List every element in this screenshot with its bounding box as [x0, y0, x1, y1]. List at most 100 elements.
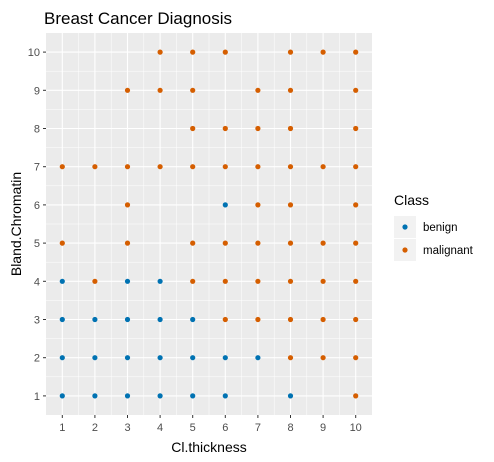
data-point-benign — [287, 393, 294, 399]
x-tick-label: 5 — [190, 422, 196, 434]
data-point-benign — [222, 202, 228, 208]
data-point-benign — [124, 393, 131, 399]
data-point-malignant — [353, 164, 359, 170]
data-point-malignant — [124, 164, 131, 170]
legend-key-benign — [402, 224, 408, 230]
data-point-benign — [157, 355, 163, 361]
data-point-malignant — [320, 316, 326, 323]
data-point-malignant — [287, 49, 294, 55]
y-axis-title: Bland.Chromatin — [8, 172, 24, 276]
data-point-benign — [92, 355, 98, 361]
y-tick-label: 2 — [34, 353, 40, 365]
data-point-malignant — [190, 164, 196, 170]
data-point-malignant — [353, 316, 359, 323]
data-point-malignant — [255, 278, 261, 284]
data-point-benign — [255, 355, 261, 361]
y-tick-label: 6 — [34, 200, 40, 212]
data-point-malignant — [124, 240, 131, 246]
data-point-benign — [190, 316, 196, 323]
data-point-malignant — [320, 49, 326, 55]
data-point-malignant — [287, 202, 294, 208]
data-point-benign — [157, 393, 163, 399]
data-point-malignant — [190, 240, 196, 246]
data-point-malignant — [320, 240, 326, 246]
x-tick-label: 9 — [320, 422, 326, 434]
data-point-malignant — [353, 393, 359, 399]
legend-label-malignant: malignant — [423, 245, 474, 257]
data-point-malignant — [59, 164, 65, 170]
data-point-malignant — [124, 202, 131, 208]
x-tick-label: 8 — [287, 422, 293, 434]
data-point-malignant — [124, 87, 131, 93]
data-point-malignant — [287, 164, 294, 170]
data-point-benign — [124, 355, 131, 361]
data-point-malignant — [222, 49, 228, 55]
data-point-benign — [222, 355, 228, 361]
data-point-benign — [157, 278, 163, 284]
data-point-malignant — [320, 278, 326, 284]
data-point-malignant — [353, 87, 359, 93]
data-point-malignant — [287, 316, 294, 323]
x-tick-label: 6 — [222, 422, 228, 434]
x-axis-title: Cl.thickness — [171, 439, 246, 455]
data-point-benign — [59, 355, 65, 361]
data-point-malignant — [353, 202, 359, 208]
legend-key-malignant — [402, 247, 408, 253]
x-tick-label: 7 — [255, 422, 261, 434]
data-point-malignant — [353, 49, 359, 55]
data-point-malignant — [190, 125, 196, 132]
y-tick-label: 7 — [34, 162, 40, 174]
legend: Class benign malignant — [394, 192, 474, 261]
data-point-malignant — [255, 202, 261, 208]
x-axis-ticks: 1 2 3 4 5 6 7 8 9 10 — [59, 415, 362, 434]
data-point-benign — [59, 316, 65, 323]
x-tick-label: 3 — [124, 422, 130, 434]
data-point-malignant — [320, 164, 326, 170]
data-point-malignant — [157, 49, 163, 55]
data-point-malignant — [353, 278, 359, 284]
data-point-malignant — [190, 278, 196, 284]
data-point-malignant — [287, 87, 294, 93]
data-point-benign — [92, 393, 98, 399]
data-point-benign — [124, 278, 131, 284]
y-tick-label: 9 — [34, 85, 40, 97]
y-tick-label: 10 — [28, 47, 40, 59]
y-tick-label: 8 — [34, 124, 40, 136]
data-point-malignant — [320, 355, 326, 361]
x-tick-label: 4 — [157, 422, 163, 434]
data-point-malignant — [255, 125, 261, 132]
data-point-malignant — [222, 125, 228, 132]
data-point-malignant — [353, 125, 359, 132]
x-tick-label: 2 — [92, 422, 98, 434]
data-point-malignant — [255, 87, 261, 93]
data-points — [59, 49, 359, 399]
y-tick-label: 5 — [34, 238, 40, 250]
data-point-benign — [190, 393, 196, 399]
data-point-benign — [157, 316, 163, 323]
data-point-malignant — [255, 240, 261, 246]
data-point-malignant — [222, 240, 228, 246]
data-point-malignant — [92, 164, 98, 170]
data-point-malignant — [157, 87, 163, 93]
y-tick-label: 1 — [34, 391, 40, 403]
minor-gridlines — [46, 33, 372, 415]
data-point-benign — [222, 393, 228, 399]
data-point-malignant — [222, 164, 228, 170]
major-gridlines — [46, 33, 372, 415]
data-point-benign — [190, 355, 196, 361]
data-point-malignant — [353, 240, 359, 246]
y-tick-label: 3 — [34, 315, 40, 327]
x-tick-label: 10 — [350, 422, 362, 434]
y-tick-label: 4 — [34, 276, 40, 288]
data-point-benign — [92, 316, 98, 323]
data-point-malignant — [190, 49, 196, 55]
data-point-malignant — [287, 125, 294, 132]
data-point-malignant — [287, 355, 294, 361]
data-point-malignant — [287, 240, 294, 246]
data-point-malignant — [92, 278, 98, 284]
data-point-benign — [59, 278, 65, 284]
x-tick-label: 1 — [59, 422, 65, 434]
legend-title: Class — [394, 192, 429, 208]
y-axis-ticks: 1 2 3 4 5 6 7 8 9 10 — [28, 47, 46, 403]
